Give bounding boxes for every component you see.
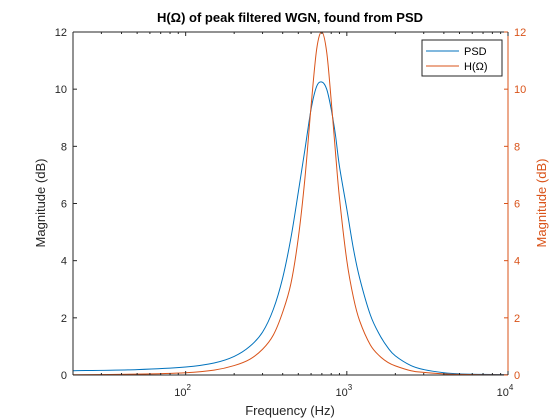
legend-box <box>421 39 503 77</box>
y-left-tick-label: 4 <box>61 256 67 268</box>
y-left-tick-label: 10 <box>55 84 67 96</box>
y-axis-left-label: Magnitude (dB) <box>33 159 48 248</box>
y-right-tick-label: 8 <box>514 141 520 153</box>
plot-lines <box>72 31 509 376</box>
legend-label: PSD <box>464 46 487 58</box>
x-tick-label: 104 <box>497 383 514 399</box>
y-axis-right-label: Magnitude (dB) <box>534 159 549 248</box>
x-tick-label-base: 10 <box>335 387 347 399</box>
legend-label: H(Ω) <box>464 61 488 73</box>
x-tick-label: 102 <box>174 383 191 399</box>
x-tick-label: 103 <box>335 383 352 399</box>
y-left-tick-label: 6 <box>61 199 67 211</box>
x-tick-label-base: 10 <box>497 387 509 399</box>
x-tick-label-exponent: 3 <box>348 383 353 392</box>
x-tick-label-exponent: 2 <box>187 383 192 392</box>
x-tick-label-base: 10 <box>174 387 186 399</box>
y-right-tick-label: 2 <box>514 313 520 325</box>
y-left-tick-label: 12 <box>55 27 67 39</box>
x-tick-label-exponent: 4 <box>509 383 514 392</box>
x-axis-label: Frequency (Hz) <box>245 403 335 418</box>
legend: PSD H(Ω) <box>421 39 503 77</box>
chart-title: H(Ω) of peak filtered WGN, found from PS… <box>157 10 423 25</box>
y-right-tick-label: 10 <box>514 84 526 96</box>
y-left-tick-label: 8 <box>61 141 67 153</box>
y-right-tick-label: 4 <box>514 256 520 268</box>
series-line-1 <box>72 31 509 376</box>
y-right-tick-label: 6 <box>514 199 520 211</box>
y-right-tick-label: 12 <box>514 27 526 39</box>
y-right-tick-label: 0 <box>514 370 520 382</box>
y-left-tick-label: 2 <box>61 313 67 325</box>
series-line-0 <box>72 81 509 376</box>
y-left-tick-label: 0 <box>61 370 67 382</box>
